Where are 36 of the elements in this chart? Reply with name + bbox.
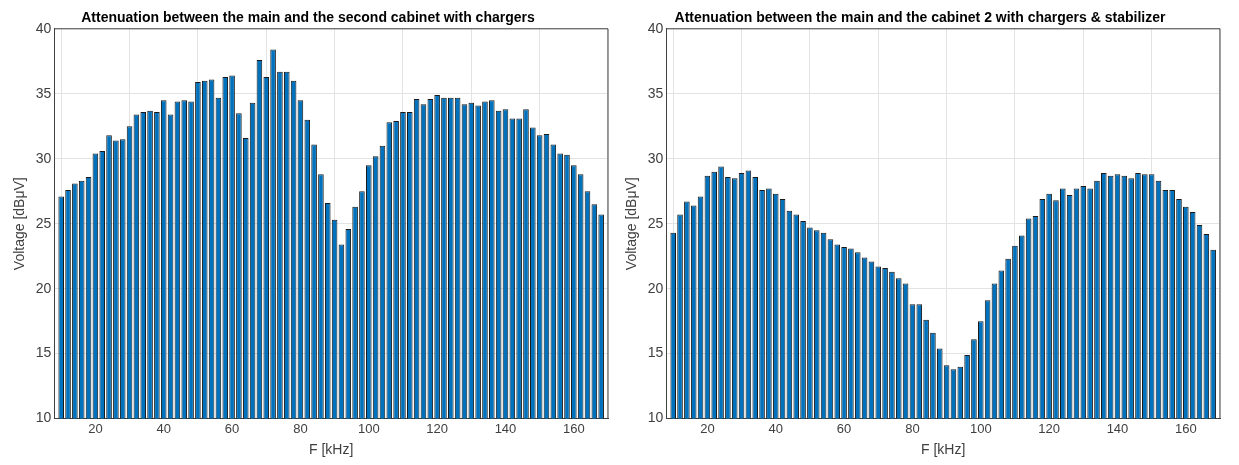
y-tick-label: 15 [35, 344, 52, 361]
x-axis-title: F [kHz] [309, 441, 354, 458]
y-tick-label: 30 [35, 149, 52, 166]
y-tick-label: 40 [647, 19, 664, 36]
x-tick-label: 40 [156, 420, 171, 436]
x-tick-label: 140 [1106, 420, 1129, 436]
y-tick-label: 30 [647, 149, 664, 166]
x-axis-title: F [kHz] [921, 441, 966, 458]
y-axis-title: Voltage [dBμV] [623, 177, 640, 271]
x-tick-label: 100 [357, 420, 380, 436]
x-tick-label: 40 [768, 420, 783, 436]
x-tick-label: 160 [1174, 420, 1197, 436]
chart-title: Attenuation between the main and the second cabinet with chargers [81, 9, 535, 26]
y-tick-label: 20 [35, 279, 52, 296]
y-tick-label: 40 [35, 19, 52, 36]
y-tick-label: 25 [35, 214, 52, 231]
y-tick-label: 10 [35, 409, 52, 426]
x-tick-label: 20 [700, 420, 715, 436]
x-tick-label: 140 [494, 420, 517, 436]
y-tick-label: 25 [647, 214, 664, 231]
x-tick-label: 20 [88, 420, 103, 436]
x-tick-label: 120 [426, 420, 448, 436]
y-tick-label: 10 [647, 409, 664, 426]
x-tick-label: 60 [836, 420, 852, 436]
x-tick-label: 80 [293, 420, 308, 436]
x-tick-label: 120 [1038, 420, 1060, 436]
x-tick-label: 160 [562, 420, 585, 436]
x-tick-label: 80 [905, 420, 920, 436]
y-tick-label: 35 [35, 84, 52, 101]
y-tick-label: 15 [647, 344, 664, 361]
y-axis-title: Voltage [dBμV] [11, 177, 28, 271]
x-tick-label: 100 [969, 420, 992, 436]
chart-title: Attenuation between the main and the cabinet 2 with chargers & stabilizer [674, 9, 1166, 26]
y-tick-label: 35 [647, 84, 664, 101]
x-tick-label: 60 [224, 420, 240, 436]
y-tick-label: 20 [647, 279, 664, 296]
